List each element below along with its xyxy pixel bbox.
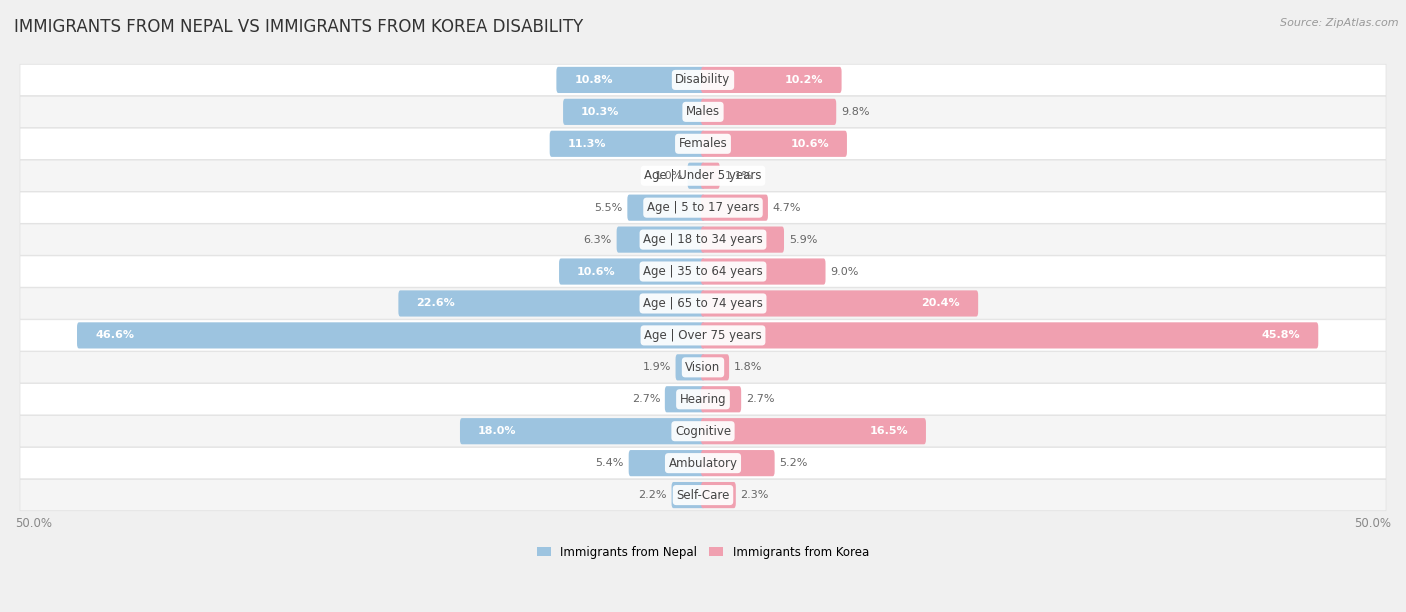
Text: Ambulatory: Ambulatory	[668, 457, 738, 469]
FancyBboxPatch shape	[702, 226, 785, 253]
Text: 16.5%: 16.5%	[869, 426, 908, 436]
FancyBboxPatch shape	[398, 290, 704, 316]
FancyBboxPatch shape	[675, 354, 704, 381]
Text: 11.3%: 11.3%	[568, 139, 606, 149]
Text: Age | 35 to 64 years: Age | 35 to 64 years	[643, 265, 763, 278]
FancyBboxPatch shape	[20, 352, 1386, 383]
Text: 10.8%: 10.8%	[575, 75, 613, 85]
Text: Source: ZipAtlas.com: Source: ZipAtlas.com	[1281, 18, 1399, 28]
Text: 18.0%: 18.0%	[478, 426, 516, 436]
FancyBboxPatch shape	[702, 67, 842, 93]
Text: 9.0%: 9.0%	[830, 267, 859, 277]
FancyBboxPatch shape	[20, 160, 1386, 192]
FancyBboxPatch shape	[702, 354, 730, 381]
Text: 20.4%: 20.4%	[921, 299, 960, 308]
Text: 5.4%: 5.4%	[596, 458, 624, 468]
Text: 46.6%: 46.6%	[96, 330, 134, 340]
FancyBboxPatch shape	[702, 99, 837, 125]
Text: 22.6%: 22.6%	[416, 299, 456, 308]
FancyBboxPatch shape	[702, 290, 979, 316]
FancyBboxPatch shape	[20, 224, 1386, 255]
Text: Age | Under 5 years: Age | Under 5 years	[644, 170, 762, 182]
Text: 1.9%: 1.9%	[643, 362, 671, 372]
Text: 2.3%: 2.3%	[741, 490, 769, 500]
Text: Hearing: Hearing	[679, 393, 727, 406]
FancyBboxPatch shape	[20, 479, 1386, 511]
FancyBboxPatch shape	[627, 195, 704, 221]
Text: 5.5%: 5.5%	[595, 203, 623, 212]
FancyBboxPatch shape	[20, 319, 1386, 351]
FancyBboxPatch shape	[702, 386, 741, 412]
Text: Age | Over 75 years: Age | Over 75 years	[644, 329, 762, 342]
Legend: Immigrants from Nepal, Immigrants from Korea: Immigrants from Nepal, Immigrants from K…	[531, 541, 875, 563]
FancyBboxPatch shape	[550, 131, 704, 157]
FancyBboxPatch shape	[20, 64, 1386, 95]
FancyBboxPatch shape	[617, 226, 704, 253]
Text: 5.2%: 5.2%	[779, 458, 807, 468]
Text: 10.6%: 10.6%	[790, 139, 830, 149]
FancyBboxPatch shape	[672, 482, 704, 508]
Text: Cognitive: Cognitive	[675, 425, 731, 438]
Text: 5.9%: 5.9%	[789, 234, 817, 245]
Text: Age | 5 to 17 years: Age | 5 to 17 years	[647, 201, 759, 214]
FancyBboxPatch shape	[702, 482, 735, 508]
Text: IMMIGRANTS FROM NEPAL VS IMMIGRANTS FROM KOREA DISABILITY: IMMIGRANTS FROM NEPAL VS IMMIGRANTS FROM…	[14, 18, 583, 36]
Text: 1.1%: 1.1%	[724, 171, 752, 181]
FancyBboxPatch shape	[557, 67, 704, 93]
Text: Males: Males	[686, 105, 720, 118]
Text: 1.8%: 1.8%	[734, 362, 762, 372]
Text: 9.8%: 9.8%	[841, 107, 869, 117]
Text: 10.2%: 10.2%	[785, 75, 824, 85]
FancyBboxPatch shape	[20, 384, 1386, 415]
Text: 45.8%: 45.8%	[1261, 330, 1301, 340]
FancyBboxPatch shape	[665, 386, 704, 412]
Text: Vision: Vision	[685, 361, 721, 374]
Text: Self-Care: Self-Care	[676, 488, 730, 502]
FancyBboxPatch shape	[628, 450, 704, 476]
FancyBboxPatch shape	[702, 418, 927, 444]
FancyBboxPatch shape	[20, 256, 1386, 287]
FancyBboxPatch shape	[702, 450, 775, 476]
Text: 2.2%: 2.2%	[638, 490, 666, 500]
Text: 10.3%: 10.3%	[581, 107, 620, 117]
FancyBboxPatch shape	[702, 323, 1319, 348]
FancyBboxPatch shape	[20, 96, 1386, 127]
Text: 2.7%: 2.7%	[745, 394, 775, 405]
FancyBboxPatch shape	[560, 258, 704, 285]
FancyBboxPatch shape	[702, 131, 846, 157]
FancyBboxPatch shape	[20, 128, 1386, 160]
FancyBboxPatch shape	[20, 288, 1386, 319]
FancyBboxPatch shape	[460, 418, 704, 444]
Text: 10.6%: 10.6%	[576, 267, 616, 277]
FancyBboxPatch shape	[77, 323, 704, 348]
Text: Age | 18 to 34 years: Age | 18 to 34 years	[643, 233, 763, 246]
Text: Disability: Disability	[675, 73, 731, 86]
Text: Females: Females	[679, 137, 727, 151]
Text: 4.7%: 4.7%	[773, 203, 801, 212]
Text: 1.0%: 1.0%	[655, 171, 683, 181]
Text: Age | 65 to 74 years: Age | 65 to 74 years	[643, 297, 763, 310]
FancyBboxPatch shape	[20, 416, 1386, 447]
FancyBboxPatch shape	[702, 258, 825, 285]
FancyBboxPatch shape	[20, 192, 1386, 223]
FancyBboxPatch shape	[702, 195, 768, 221]
FancyBboxPatch shape	[20, 447, 1386, 479]
FancyBboxPatch shape	[702, 163, 720, 189]
FancyBboxPatch shape	[688, 163, 704, 189]
Text: 6.3%: 6.3%	[583, 234, 612, 245]
FancyBboxPatch shape	[562, 99, 704, 125]
Text: 2.7%: 2.7%	[631, 394, 661, 405]
